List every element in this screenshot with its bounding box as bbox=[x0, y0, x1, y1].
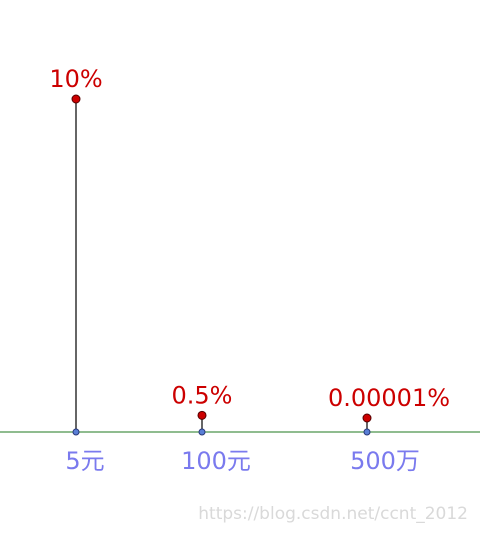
data-point-0 bbox=[71, 94, 81, 104]
chart-marks: 10% 5元 0.5% 100元 0.00001% 500万 bbox=[49, 65, 450, 475]
watermark-text: https://blog.csdn.net/ccnt_2012 bbox=[198, 504, 468, 524]
category-label-1: 100元 bbox=[181, 447, 251, 475]
base-point-0 bbox=[72, 428, 80, 436]
value-label-1: 0.5% bbox=[172, 381, 233, 409]
base-point-1 bbox=[198, 428, 206, 436]
data-point-2 bbox=[362, 413, 372, 423]
category-label-2: 500万 bbox=[350, 447, 420, 475]
base-point-2 bbox=[363, 428, 371, 436]
data-point-1 bbox=[197, 410, 207, 420]
category-label-0: 5元 bbox=[65, 447, 104, 475]
value-label-2: 0.00001% bbox=[328, 384, 450, 412]
value-label-0: 10% bbox=[49, 65, 102, 93]
